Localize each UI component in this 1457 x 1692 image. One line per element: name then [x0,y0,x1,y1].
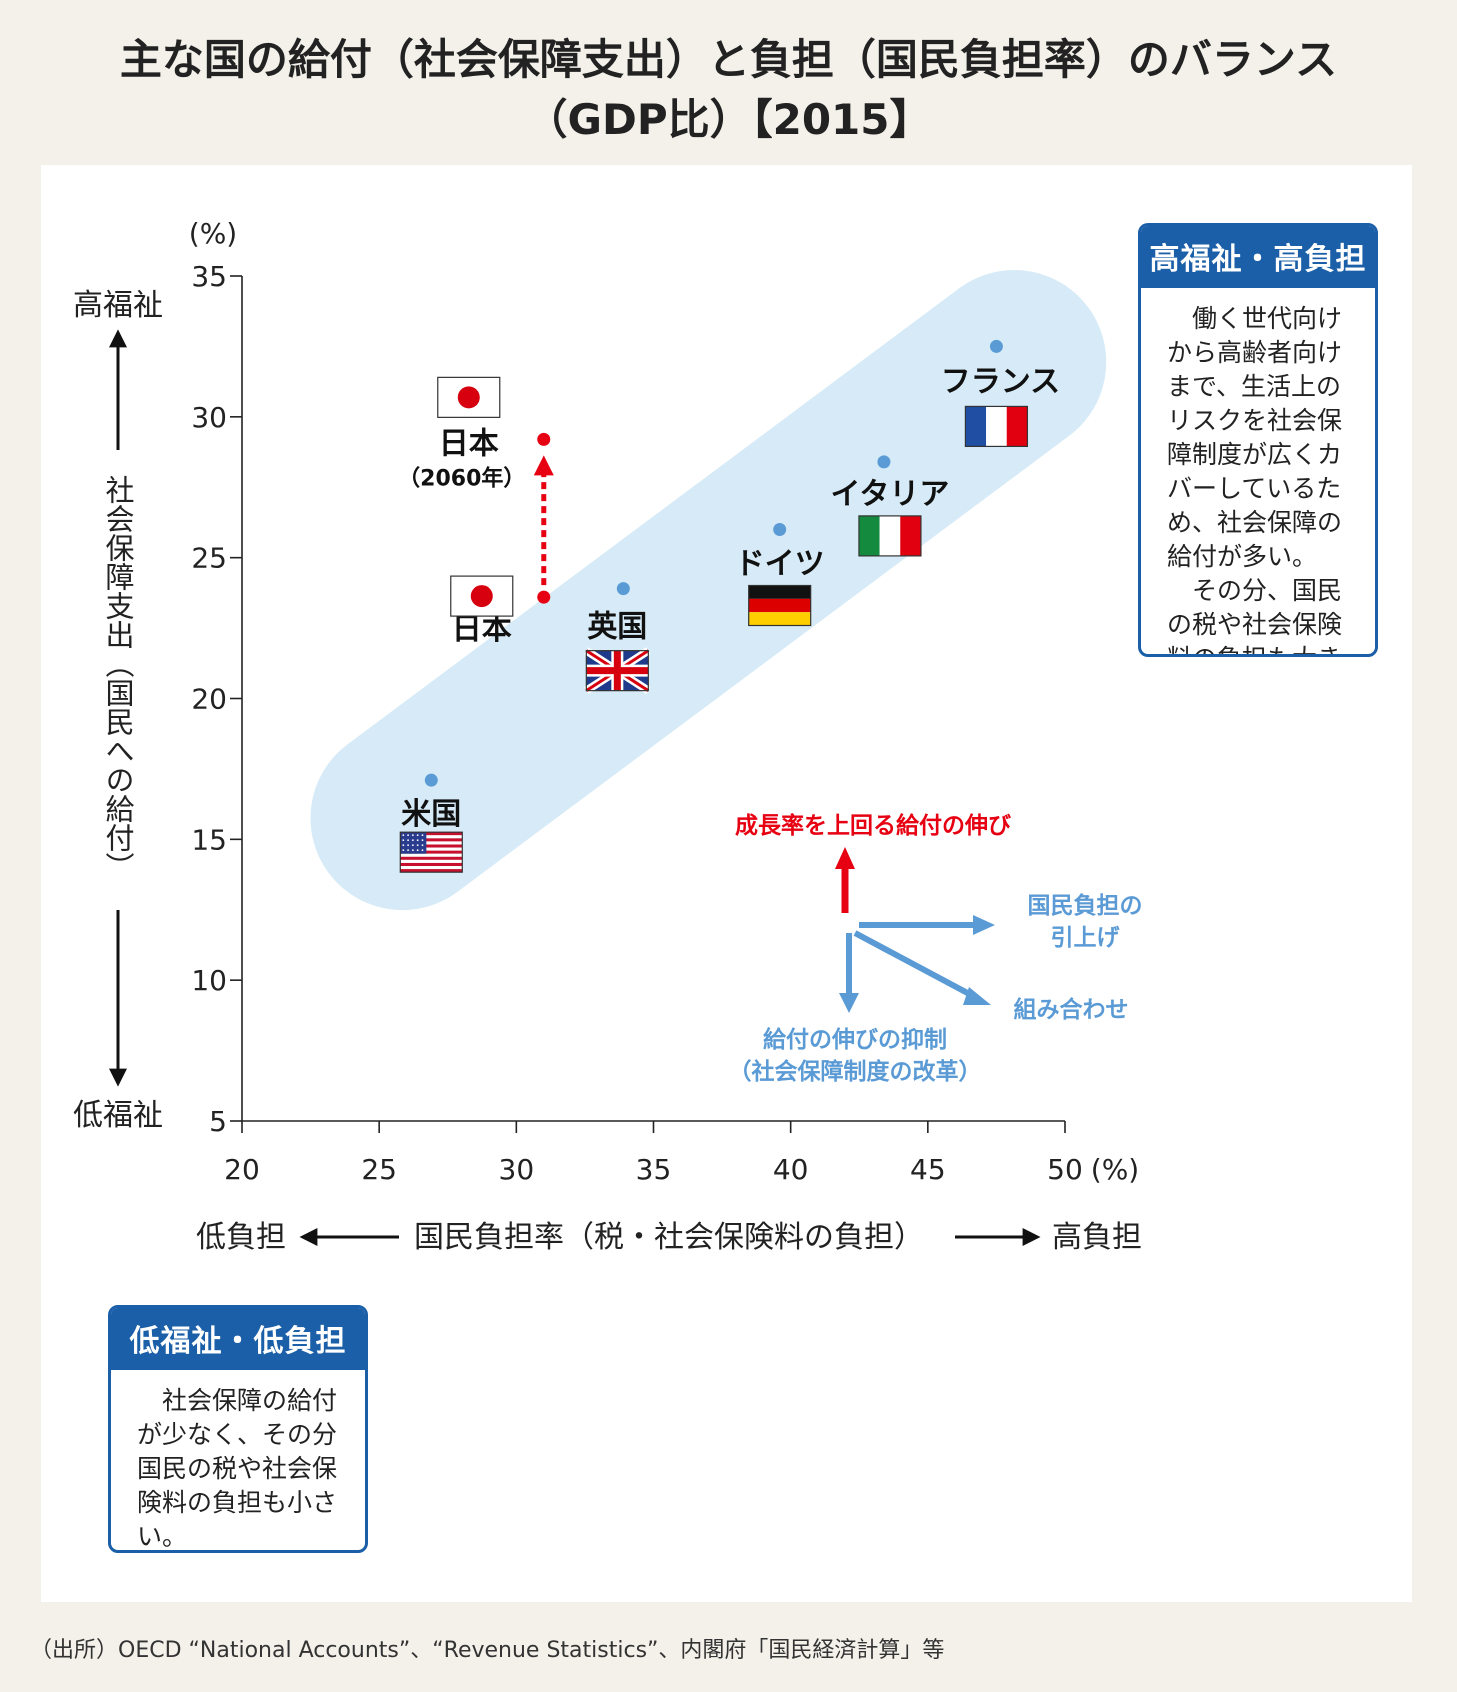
point-japan-2060 [537,432,551,446]
point-usa [424,773,438,787]
y-tick-label: 35 [191,260,227,293]
flag-japan-icon [450,575,514,617]
x-tick-label: 50 [1047,1153,1083,1186]
label-france: フランス [941,364,1060,399]
policy-diagonal-arrowhead [963,987,991,1005]
policy-up-arrowhead [835,847,855,869]
y-axis-title: 社会保障支出（国民への給付） [101,475,135,881]
label-japan: 日本 [452,612,512,647]
point-japan-2015 [537,590,551,604]
low-welfare-box: 低福祉・低負担 社会保障の給付が少なく、その分国民の税や社会保険料の負担も小さい… [108,1305,368,1553]
point-france [989,339,1003,353]
x-label-high: 高負担 [1052,1220,1142,1255]
chart-title: 主な国の給付（社会保障支出）と負担（国民負担率）のバランス （GDP比）【201… [0,30,1457,150]
x-tick-label: 40 [773,1153,809,1186]
policy-right-arrowhead [973,915,995,935]
welfare-burden-band [310,270,1107,911]
x-tick-label: 35 [636,1153,672,1186]
policy-right-label-2: 引上げ [1051,925,1121,951]
x-axis-title: 国民負担率（税・社会保険料の負担） [414,1220,924,1255]
flag-italy-icon [858,515,922,557]
y-label-low: 低福祉 [73,1098,163,1133]
high-welfare-para-2: その分、国民の税や社会保険料の負担も大きい。 [1167,576,1343,654]
japan-projection-arrowhead [533,455,554,476]
policy-diagonal-shaft [853,930,977,1000]
flag-france-icon [964,405,1029,448]
policy-down-label-1: 給付の伸びの抑制 [763,1026,947,1053]
y-tick-label: 10 [191,964,227,997]
x-tick-label: 30 [499,1153,535,1186]
policy-up-label: 成長率を上回る給付の伸び [735,812,1011,839]
x-label-low: 低負担 [196,1220,286,1255]
flag-usa-icon [399,831,463,873]
label-uk: 英国 [587,610,647,645]
sublabel-japan-2060: （2060年） [398,465,525,491]
x-tick-label: 20 [224,1153,260,1186]
policy-down-label-2: （社会保障制度の改革） [729,1058,982,1085]
point-germany [773,523,787,536]
policy-down-arrowhead [839,993,859,1013]
x-unit-label: (%) [1091,1153,1139,1186]
point-italy [877,455,891,469]
flag-uk-icon [584,647,651,695]
y-tick-label: 5 [209,1105,227,1138]
title-line-2: （GDP比）【2015】 [525,95,932,144]
y-tick-label: 25 [191,542,227,575]
low-welfare-body: 社会保障の給付が少なく、その分国民の税や社会保険料の負担も小さい。 [111,1370,365,1551]
label-germany: ドイツ [735,547,825,582]
y-tick-label: 30 [191,401,227,434]
label-italy: イタリア [831,477,950,512]
title-line-1: 主な国の給付（社会保障支出）と負担（国民負担率）のバランス [119,35,1338,84]
high-welfare-body: 働く世代向けから高齢者向けまで、生活上のリスクを社会保障制度が広くカバーしている… [1141,288,1375,654]
label-japan-2060: 日本 [439,426,499,461]
high-welfare-para-1: 働く世代向けから高齢者向けまで、生活上のリスクを社会保障制度が広くカバーしている… [1167,304,1343,571]
source-note: （出所）OECD “National Accounts”、“Revenue St… [30,1638,945,1663]
label-usa: 米国 [401,797,461,832]
point-uk [616,582,630,596]
y-unit-label: (%) [189,217,237,250]
y-tick-label: 20 [191,683,227,716]
flag-germany-icon [748,584,812,627]
policy-right-label-1: 国民負担の [1028,892,1143,919]
flag-japan-icon [437,376,501,418]
y-label-high: 高福祉 [73,288,163,323]
x-tick-label: 45 [910,1153,946,1186]
high-welfare-box: 高福祉・高負担 働く世代向けから高齢者向けまで、生活上のリスクを社会保障制度が広… [1138,223,1378,657]
chart-panel: 5 10 15 20 25 30 35 20 25 30 35 40 45 50 (%) (%) 高福祉 低福祉社… [41,165,1412,1602]
y-tick-label: 15 [191,823,227,856]
low-welfare-para-1: 社会保障の給付が少なく、その分国民の税や社会保険料の負担も小さい。 [137,1386,338,1551]
x-tick-label: 25 [361,1153,397,1186]
high-welfare-heading: 高福祉・高負担 [1141,226,1375,288]
low-welfare-heading: 低福祉・低負担 [111,1308,365,1370]
policy-diagonal-label: 組み合わせ [1014,996,1129,1023]
